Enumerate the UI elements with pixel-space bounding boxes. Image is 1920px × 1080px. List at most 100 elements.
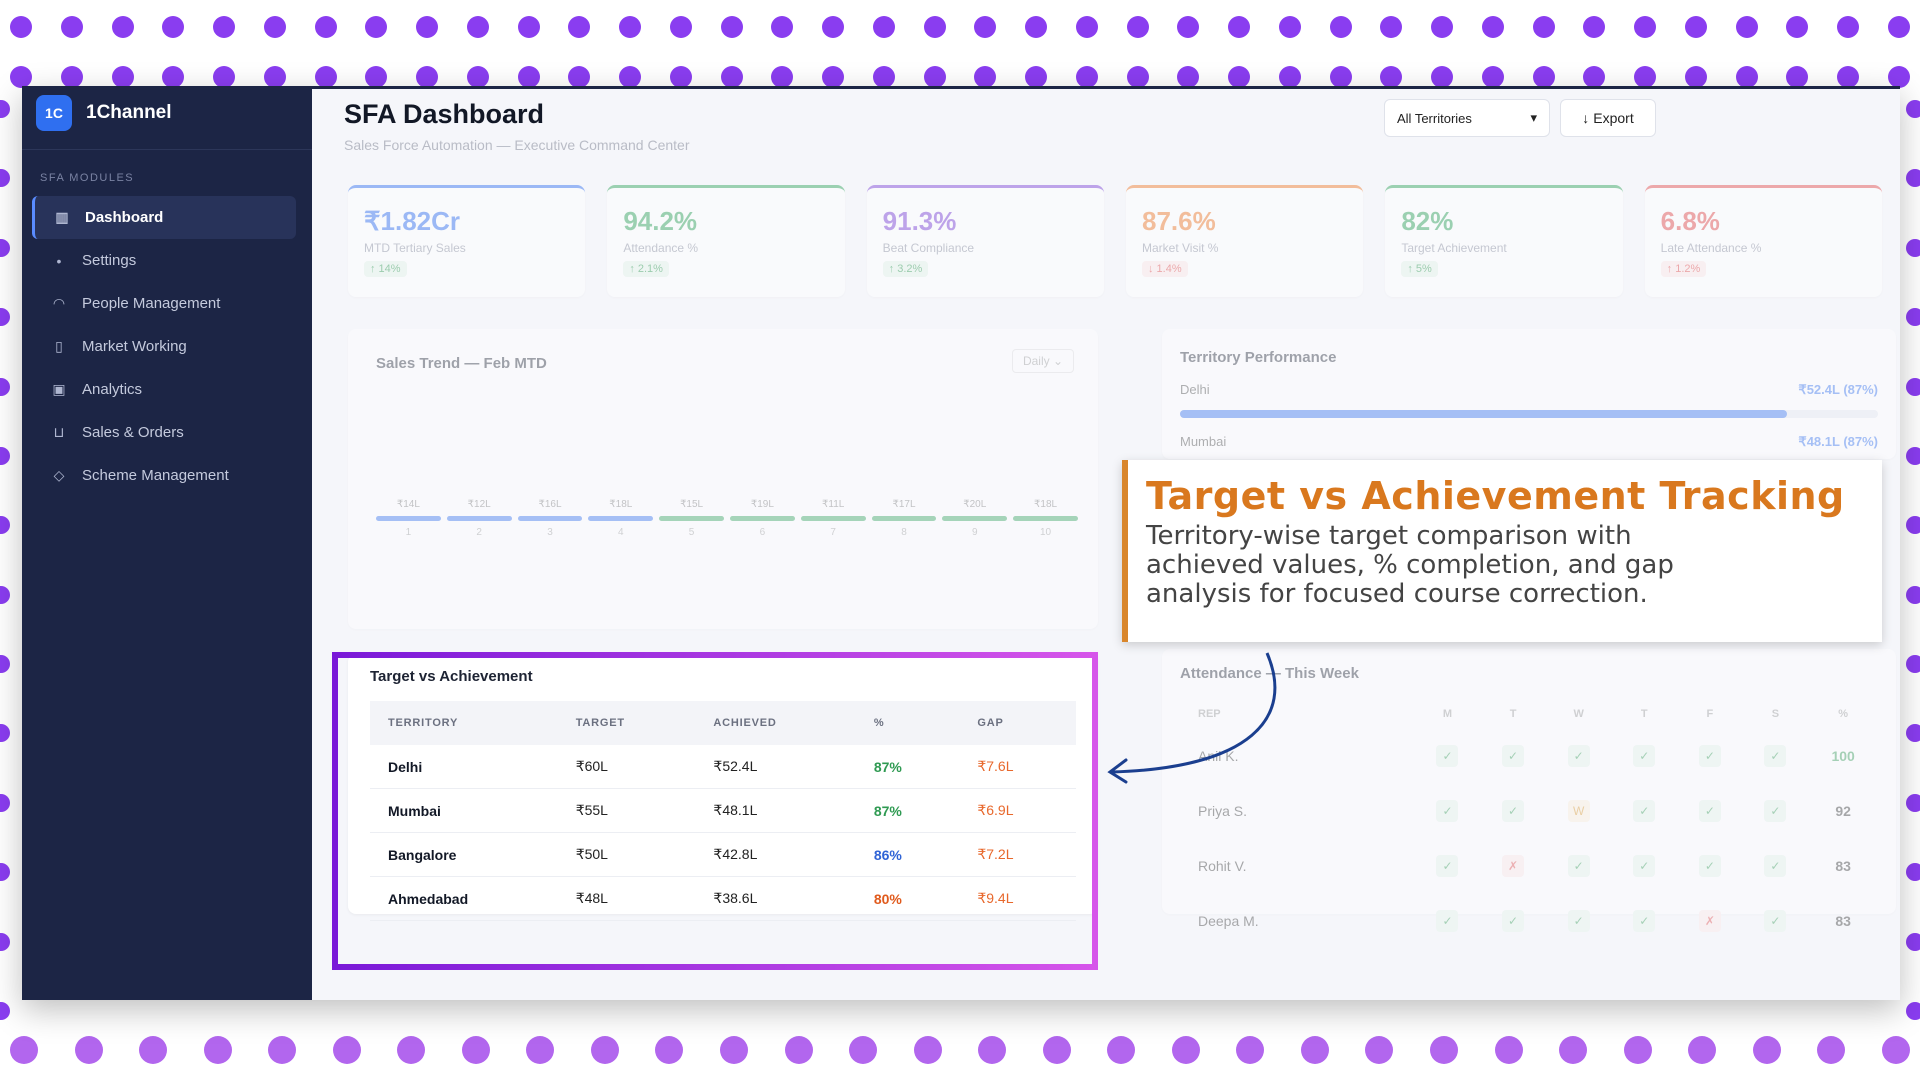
user-icon: ◠	[52, 295, 66, 311]
decor-dot	[1684, 66, 1707, 88]
achieved-cell: ₹52.4L	[695, 745, 856, 789]
decor-dot	[1559, 1036, 1588, 1064]
check-icon: ✓	[1436, 909, 1459, 932]
bar-day-label: 4	[618, 527, 624, 538]
attendance-column-header: REP	[1198, 708, 1221, 720]
decor-dot	[263, 66, 286, 88]
decor-dot	[1906, 793, 1920, 812]
decor-dot	[1906, 932, 1920, 951]
bar-mark	[729, 516, 795, 521]
decor-dot	[1837, 16, 1859, 38]
decor-dot	[669, 16, 692, 38]
decor-dot	[139, 1036, 168, 1064]
decor-dot	[213, 16, 235, 38]
pct-cell: 87%	[855, 745, 960, 789]
decor-dot	[268, 1036, 297, 1064]
bar-value-label: ₹16L	[538, 499, 562, 510]
bar-column: ₹20L 9	[942, 499, 1008, 538]
table-row[interactable]: Delhi ₹60L ₹52.4L 87% ₹7.6L	[370, 745, 1076, 789]
table-row[interactable]: Bangalore ₹50L ₹42.8L 86% ₹7.2L	[370, 832, 1076, 877]
column-header-achieved[interactable]: ACHIEVED	[695, 701, 856, 745]
tag-icon: ◇	[53, 467, 65, 483]
kpi-label: Attendance %	[623, 241, 699, 255]
attendance-cell: ✓	[1611, 838, 1677, 893]
decor-dot	[1481, 66, 1504, 88]
territory-performance-title: Territory Performance	[1180, 349, 1337, 366]
decor-dot	[1365, 1036, 1394, 1064]
decor-dot	[1735, 66, 1758, 88]
check-icon: ✓	[1633, 744, 1656, 767]
attendance-cell: ✓	[1743, 838, 1809, 893]
bar-column: ₹18L 10	[1013, 499, 1078, 538]
kpi-label: MTD Tertiary Sales	[364, 241, 466, 255]
sidebar-item-people-management[interactable]: ◠ People Management	[32, 282, 296, 325]
bar-mark	[588, 516, 654, 521]
table-row[interactable]: Ahmedabad ₹48L ₹38.6L 80% ₹9.4L	[370, 876, 1076, 921]
decor-dot	[1906, 863, 1920, 882]
export-button[interactable]: ↓ Export	[1560, 99, 1656, 137]
decor-dot	[397, 1036, 426, 1064]
kpi-change-badge: ↑ 1.2%	[1660, 261, 1707, 277]
check-icon: ✓	[1633, 909, 1656, 932]
sidebar: 1C 1Channel SFA MODULES ▥ Dashboard • Setti…	[22, 89, 312, 1000]
kpi-value: 82%	[1401, 206, 1454, 236]
column-header-target[interactable]: TARGET	[557, 701, 696, 745]
sidebar-item-sales-orders[interactable]: ⊔ Sales & Orders	[32, 411, 296, 454]
attendance-cell: ✓	[1480, 893, 1546, 948]
decor-dot	[74, 1036, 103, 1064]
brand[interactable]: 1C 1Channel	[22, 89, 312, 150]
gap-cell: ₹7.2L	[959, 832, 1076, 877]
attendance-cell: ✓	[1415, 783, 1481, 838]
table-row[interactable]: Mumbai ₹55L ₹48.1L 87% ₹6.9L	[370, 788, 1076, 833]
decor-dot	[416, 16, 438, 38]
rep-name: Rohit V.	[1198, 857, 1247, 874]
decor-dot	[1025, 16, 1047, 38]
decor-dot	[1329, 16, 1352, 38]
sidebar-item-dashboard[interactable]: ▥ Dashboard	[32, 196, 296, 239]
decor-dot	[111, 66, 134, 88]
period-select[interactable]: Daily ⌄	[1011, 349, 1074, 373]
decor-dot	[822, 66, 844, 88]
decor-dot	[466, 16, 489, 38]
territory-select[interactable]: All Territories ▾	[1384, 99, 1550, 137]
attendance-cell: ✓	[1611, 728, 1677, 783]
bar-day-label: 5	[688, 527, 695, 538]
decor-dot	[913, 1036, 942, 1064]
table-body: Delhi ₹60L ₹52.4L 87% ₹7.6L Mumbai ₹55L ₹48.1L 8…	[370, 745, 1076, 921]
sidebar-item-analytics[interactable]: ▣ Analytics	[32, 368, 296, 411]
column-header-pct[interactable]: %	[855, 701, 960, 745]
territory-progress-bar	[1180, 410, 1878, 418]
bar-day-label: 10	[1040, 527, 1052, 538]
target-cell: ₹50L	[557, 832, 696, 877]
territory-performance-rows: Delhi ₹52.4L (87%) Mumbai ₹48.1L (87%)	[1180, 382, 1878, 450]
kpi-change-badge: ↑ 14%	[364, 261, 407, 277]
decor-dot	[111, 16, 134, 38]
decor-dot	[923, 16, 946, 38]
decor-dot	[1228, 66, 1250, 88]
bar-column: ₹15L 5	[659, 499, 724, 538]
kpi-change-badge: ↑ 2.1%	[623, 261, 669, 277]
column-header-gap[interactable]: GAP	[959, 701, 1076, 745]
decor-dot	[771, 16, 794, 38]
sidebar-item-market-working[interactable]: ▯ Market Working	[32, 325, 296, 368]
sidebar-item-scheme-management[interactable]: ◇ Scheme Management	[32, 454, 296, 497]
decor-dot	[1887, 66, 1910, 88]
decor-dot	[619, 16, 641, 38]
sidebar-item-settings[interactable]: • Settings	[32, 239, 296, 282]
bar-day-label: 9	[971, 527, 978, 538]
bar-day-label: 1	[405, 527, 412, 538]
target-vs-achievement-card: Target vs Achievement TERRITORY TARGET ACH…	[348, 654, 1098, 921]
bar-column: ₹19L 6	[729, 499, 795, 538]
attendance-cell: ✓	[1415, 728, 1481, 783]
decor-dot	[1887, 16, 1910, 38]
bar-day-label: 6	[759, 527, 766, 538]
attendance-cell: ✓	[1480, 728, 1546, 783]
check-icon: ✓	[1567, 909, 1590, 932]
bar-day-label: 3	[547, 527, 553, 538]
check-icon: ✓	[1567, 854, 1590, 877]
column-header-territory[interactable]: TERRITORY	[370, 701, 558, 745]
kpi-card: ₹1.82Cr MTD Tertiary Sales ↑ 14%	[348, 185, 586, 297]
decor-dot	[1634, 66, 1656, 88]
decor-dot	[0, 100, 10, 118]
section-label: SFA MODULES	[40, 172, 135, 184]
